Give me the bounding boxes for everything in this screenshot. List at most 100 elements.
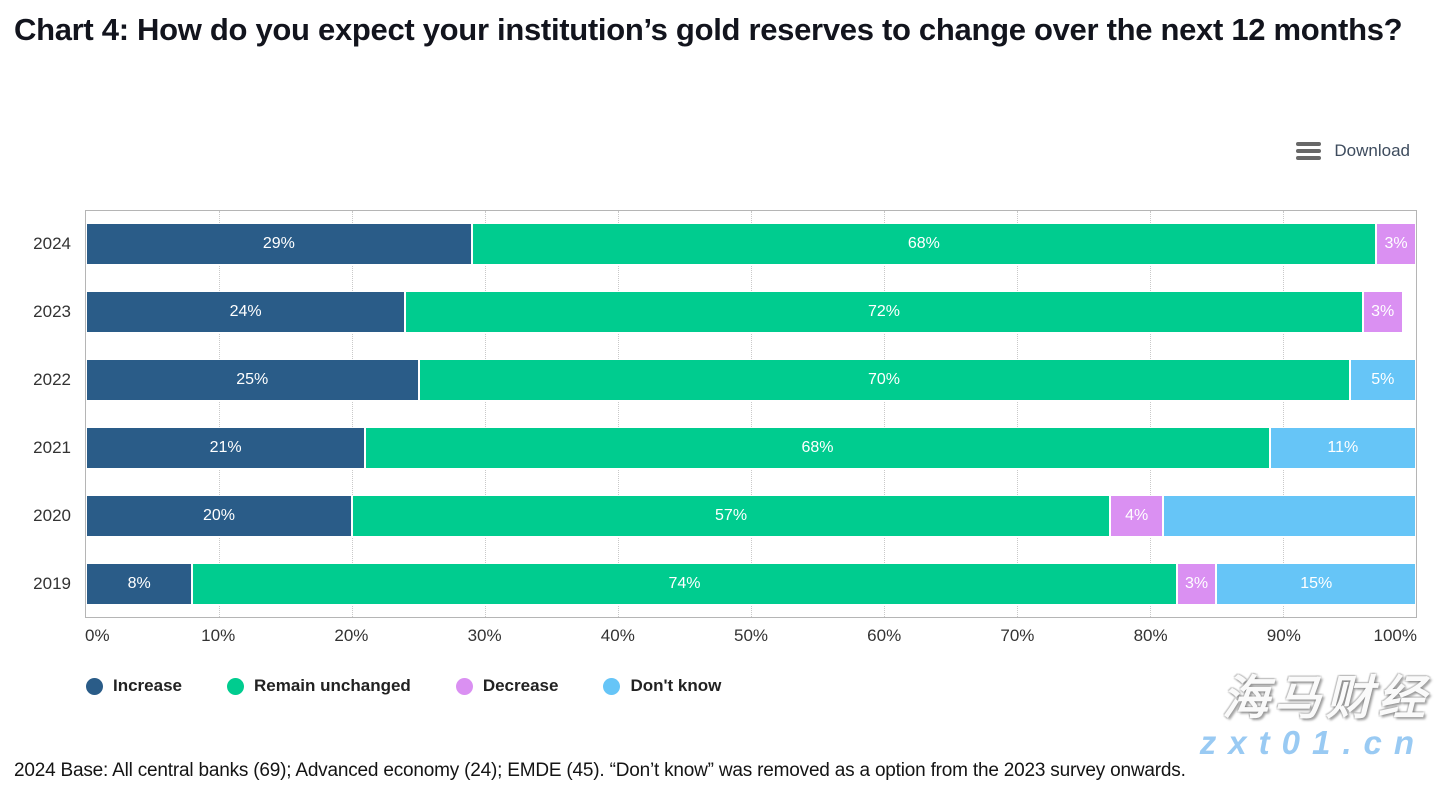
bar-segment-remain-unchanged[interactable]: 74% xyxy=(192,563,1177,605)
bar-row-2023: 24% 72% 3% xyxy=(86,278,1416,346)
bar-row-2022: 25% 70% 5% xyxy=(86,346,1416,414)
y-axis-label: 2023 xyxy=(33,302,71,321)
page-title: Chart 4: How do you expect your institut… xyxy=(14,12,1403,47)
bar-segment-decrease[interactable]: 4% xyxy=(1110,495,1164,537)
y-axis-label: 2024 xyxy=(33,234,71,253)
legend-item-decrease[interactable]: Decrease xyxy=(455,676,559,696)
stacked-bar: 8% 74% 3% 15% xyxy=(86,563,1416,605)
bar-row-2020: 20% 57% 4% xyxy=(86,482,1416,550)
chart-toolbar: Download xyxy=(1296,141,1410,161)
download-label: Download xyxy=(1334,141,1410,160)
bar-segment-don-t-know[interactable]: 15% xyxy=(1216,563,1416,605)
gridline xyxy=(751,211,752,617)
x-axis-tick-label: 40% xyxy=(600,626,635,645)
x-axis-tick-label: 30% xyxy=(467,626,502,645)
legend-label: Don't know xyxy=(630,676,722,695)
gridline xyxy=(219,211,220,617)
x-axis: 0% 10% 20% 30% 40% 50% 60% 70% 80% 90% 100% xyxy=(85,626,1417,652)
y-axis-labels: 2024 2023 2022 2021 2020 2019 xyxy=(0,210,85,618)
stacked-bar: 29% 68% 3% xyxy=(86,223,1416,265)
y-axis-label: 2021 xyxy=(33,438,71,457)
x-axis-tick-label: 10% xyxy=(201,626,236,645)
bar-segment-decrease[interactable]: 3% xyxy=(1376,223,1416,265)
legend-label: Increase xyxy=(113,676,182,695)
bar-value-label: 15% xyxy=(1300,575,1333,592)
bar-value-label: 68% xyxy=(801,439,834,456)
bar-segment-increase[interactable]: 25% xyxy=(86,359,419,401)
x-axis-tick-label: 90% xyxy=(1266,626,1301,645)
stacked-bar-chart: 2024 2023 2022 2021 2020 2019 29% 68% 3% 24% 72% 3… xyxy=(0,210,1438,696)
bar-value-label: 3% xyxy=(1384,235,1408,252)
gridline xyxy=(618,211,619,617)
stacked-bar: 20% 57% 4% xyxy=(86,495,1416,537)
gridline xyxy=(485,211,486,617)
bar-segment-remain-unchanged[interactable]: 68% xyxy=(471,223,1377,265)
bar-segment-don-t-know[interactable]: 11% xyxy=(1269,427,1416,469)
legend-item-increase[interactable]: Increase xyxy=(86,676,182,696)
bar-value-label: 3% xyxy=(1184,575,1209,592)
bar-segment-decrease[interactable]: 3% xyxy=(1362,291,1403,333)
legend-marker-icon xyxy=(86,677,103,695)
legend-item-don-t-know[interactable]: Don't know xyxy=(603,676,721,696)
bar-segment-decrease[interactable]: 3% xyxy=(1176,563,1217,605)
gridline xyxy=(1150,211,1151,617)
x-axis-tick-label: 50% xyxy=(733,626,769,645)
bar-value-label: 70% xyxy=(867,371,901,388)
legend-marker-icon xyxy=(455,677,473,695)
bar-row-2021: 21% 68% 11% xyxy=(86,414,1416,482)
bar-value-label: 8% xyxy=(127,575,151,592)
bar-segment-don-t-know[interactable]: 5% xyxy=(1349,359,1416,401)
legend: Increase Remain unchanged Decrease Don't kn… xyxy=(86,676,1438,696)
bar-segment-increase[interactable]: 24% xyxy=(86,291,406,333)
bar-segment-increase[interactable]: 29% xyxy=(86,223,472,265)
x-axis-tick-label: 80% xyxy=(1133,626,1168,645)
gridline xyxy=(1017,211,1018,617)
watermark-domain-text: zxt01.cn xyxy=(1199,724,1426,761)
y-axis-label: 2019 xyxy=(33,574,71,593)
bar-value-label: 74% xyxy=(668,575,701,592)
bar-value-label: 57% xyxy=(715,507,748,524)
x-axis-tick-label: 60% xyxy=(867,626,902,645)
bar-segment-remain-unchanged[interactable]: 72% xyxy=(405,291,1363,333)
bar-value-label: 4% xyxy=(1125,507,1149,524)
legend-label: Remain unchanged xyxy=(254,676,411,695)
bar-value-label: 68% xyxy=(907,235,940,252)
bar-segment-increase[interactable]: 20% xyxy=(86,495,352,537)
footer-note: 2024 Base: All central banks (69); Advan… xyxy=(14,760,1186,781)
x-axis-tick-label: 70% xyxy=(1000,626,1035,645)
y-axis-label: 2022 xyxy=(33,370,71,389)
gridline xyxy=(884,211,885,617)
bar-value-label: 3% xyxy=(1371,303,1395,320)
stacked-bar: 24% 72% 3% xyxy=(86,291,1416,333)
bar-value-label: 11% xyxy=(1327,439,1359,456)
bar-value-label: 29% xyxy=(262,235,295,252)
hamburger-menu-icon[interactable] xyxy=(1296,142,1322,160)
legend-item-remain-unchanged[interactable]: Remain unchanged xyxy=(227,676,411,696)
bar-segment-increase[interactable]: 8% xyxy=(86,563,193,605)
bar-value-label: 72% xyxy=(867,303,900,320)
stacked-bar: 25% 70% 5% xyxy=(86,359,1416,401)
stacked-bar: 21% 68% 11% xyxy=(86,427,1416,469)
bar-segment-remain-unchanged[interactable]: 57% xyxy=(352,495,1111,537)
bar-segment-remain-unchanged[interactable]: 68% xyxy=(365,427,1270,469)
bar-value-label: 24% xyxy=(229,303,262,320)
legend-marker-icon xyxy=(227,677,244,695)
bar-value-label: 20% xyxy=(202,507,236,524)
x-axis-tick-label: 100% xyxy=(1373,626,1417,645)
bar-segment-increase[interactable]: 21% xyxy=(86,427,366,469)
bar-value-label: 21% xyxy=(209,439,242,456)
legend-label: Decrease xyxy=(482,676,559,695)
bar-value-label: 25% xyxy=(236,371,269,388)
gridline xyxy=(352,211,353,617)
bar-row-2019: 8% 74% 3% 15% xyxy=(86,550,1416,618)
x-axis-tick-label: 20% xyxy=(334,626,369,645)
download-button[interactable]: Download xyxy=(1296,141,1410,161)
bar-value-label: 5% xyxy=(1371,371,1395,388)
bar-segment-don-t-know[interactable] xyxy=(1163,495,1416,537)
bar-segment-remain-unchanged[interactable]: 70% xyxy=(418,359,1350,401)
gridline xyxy=(1283,211,1284,617)
x-axis-tick-label: 0% xyxy=(85,626,110,645)
y-axis-label: 2020 xyxy=(33,506,71,525)
bar-row-2024: 29% 68% 3% xyxy=(86,210,1416,278)
